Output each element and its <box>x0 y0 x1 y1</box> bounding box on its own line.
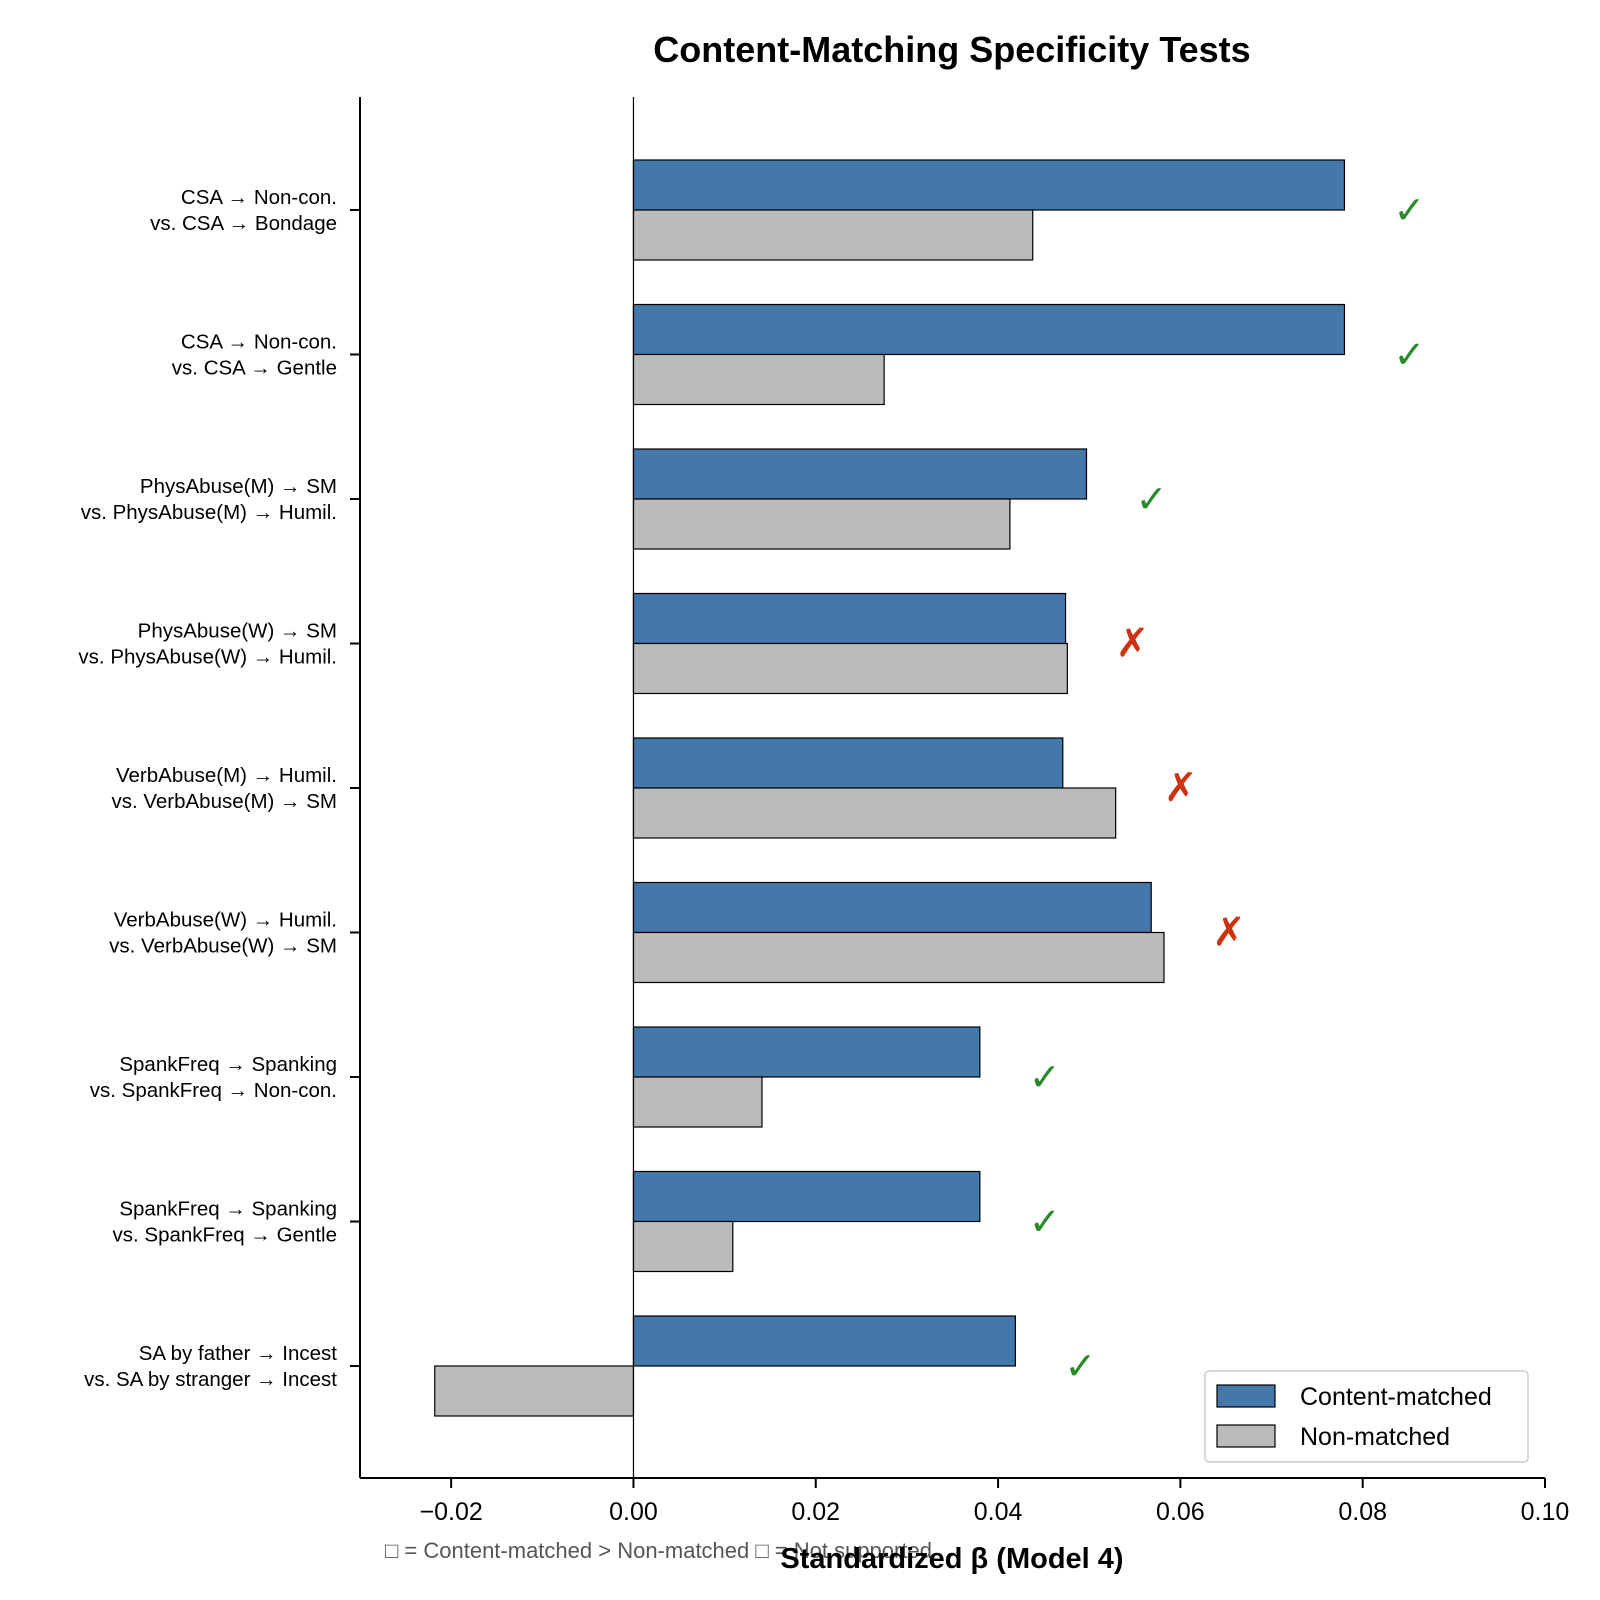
bar-content-matched-1 <box>632 159 1346 211</box>
bar-content-matched-3 <box>632 448 1088 500</box>
legend: Content-matched Non-matched <box>1204 1370 1529 1463</box>
legend-label-2: Non-matched <box>1300 1423 1450 1451</box>
y-tick-label-2-line-2: vs. CSA → Gentle <box>172 357 337 380</box>
y-tick-label-8-line-2: vs. SpankFreq → Gentle <box>113 1224 337 1247</box>
not-supported-cross-mark-5: ✗ <box>1164 765 1198 811</box>
bar-non-matched-8 <box>632 1220 734 1273</box>
bar-non-matched-9 <box>434 1365 635 1417</box>
bar-non-matched-6 <box>632 931 1165 984</box>
supported-check-mark-1: ✓ <box>1394 188 1426 232</box>
supported-check-mark-2: ✓ <box>1394 333 1426 377</box>
marker-legend-note: □ = Content-matched > Non-matched □ = No… <box>385 1538 932 1563</box>
bar-content-matched-5 <box>632 737 1064 789</box>
legend-box <box>1204 1370 1529 1463</box>
markers-layer: ✓ ✓ ✓ ✗ ✗ ✗ ✓ ✓ ✓ <box>1029 188 1425 1388</box>
bar-non-matched-4 <box>632 642 1068 695</box>
bar-content-matched-6 <box>632 881 1152 934</box>
chart-title: Content-Matching Specificity Tests <box>653 29 1250 70</box>
not-supported-cross-mark-4: ✗ <box>1116 621 1150 667</box>
axes-layer <box>350 97 1546 1488</box>
legend-swatch-2 <box>1216 1424 1276 1448</box>
bar-non-matched-7 <box>632 1076 763 1128</box>
y-tick-label-6-line-2: vs. VerbAbuse(W) → SM <box>109 935 337 958</box>
y-tick-label-9-line-1: SA by father → Incest <box>139 1342 338 1365</box>
bar-content-matched-2 <box>632 303 1346 356</box>
bar-non-matched-2 <box>632 353 885 406</box>
y-tick-label-4-line-2: vs. PhysAbuse(W) → Humil. <box>78 646 337 669</box>
y-tick-label-9-line-2: vs. SA by stranger → Incest <box>84 1368 337 1391</box>
y-tick-label-5-line-2: vs. VerbAbuse(M) → SM <box>111 790 337 813</box>
bar-non-matched-1 <box>632 209 1034 261</box>
x-axis-label: Standardized β (Model 4) <box>780 1543 1123 1575</box>
x-tick-label-3: 0.02 <box>791 1498 840 1526</box>
y-tick-label-3-line-2: vs. PhysAbuse(M) → Humil. <box>81 501 337 524</box>
bar-content-matched-7 <box>632 1026 981 1078</box>
y-tick-label-3-line-1: PhysAbuse(M) → SM <box>140 475 337 498</box>
y-tick-label-7-line-2: vs. SpankFreq → Non-con. <box>90 1079 337 1102</box>
legend-label-1: Content-matched <box>1300 1383 1492 1411</box>
x-tick-label-4: 0.04 <box>974 1498 1023 1526</box>
bar-content-matched-9 <box>632 1315 1016 1367</box>
bar-content-matched-8 <box>632 1170 981 1223</box>
x-tick-labels: −0.02 0.00 0.02 0.04 0.06 0.08 0.10 <box>420 1498 1570 1526</box>
bars-layer <box>434 159 1346 1417</box>
y-tick-label-8-line-1: SpankFreq → Spanking <box>119 1198 337 1221</box>
y-tick-labels: CSA → Non-con. vs. CSA → Bondage CSA → Non… <box>78 186 337 1391</box>
x-tick-label-6: 0.08 <box>1338 1498 1387 1526</box>
y-tick-label-4-line-1: PhysAbuse(W) → SM <box>138 620 337 643</box>
y-tick-label-6-line-1: VerbAbuse(W) → Humil. <box>114 909 337 932</box>
y-tick-label-1-line-1: CSA → Non-con. <box>181 186 337 209</box>
supported-check-mark-9: ✓ <box>1064 1344 1096 1388</box>
x-tick-label-1: −0.02 <box>420 1498 483 1526</box>
x-tick-label-5: 0.06 <box>1156 1498 1205 1526</box>
x-tick-label-7: 0.10 <box>1521 1498 1570 1526</box>
supported-check-mark-7: ✓ <box>1029 1055 1061 1099</box>
not-supported-cross-mark-6: ✗ <box>1212 910 1246 956</box>
y-tick-label-1-line-2: vs. CSA → Bondage <box>150 212 337 235</box>
y-tick-label-7-line-1: SpankFreq → Spanking <box>119 1053 337 1076</box>
supported-check-mark-8: ✓ <box>1029 1200 1061 1244</box>
x-tick-label-2: 0.00 <box>609 1498 658 1526</box>
bar-non-matched-3 <box>632 498 1011 550</box>
legend-swatch-1 <box>1216 1384 1276 1408</box>
supported-check-mark-3: ✓ <box>1136 477 1168 521</box>
y-tick-label-5-line-1: VerbAbuse(M) → Humil. <box>116 764 337 787</box>
y-tick-label-2-line-1: CSA → Non-con. <box>181 331 337 354</box>
bar-content-matched-4 <box>632 592 1067 645</box>
bar-non-matched-5 <box>632 787 1117 839</box>
